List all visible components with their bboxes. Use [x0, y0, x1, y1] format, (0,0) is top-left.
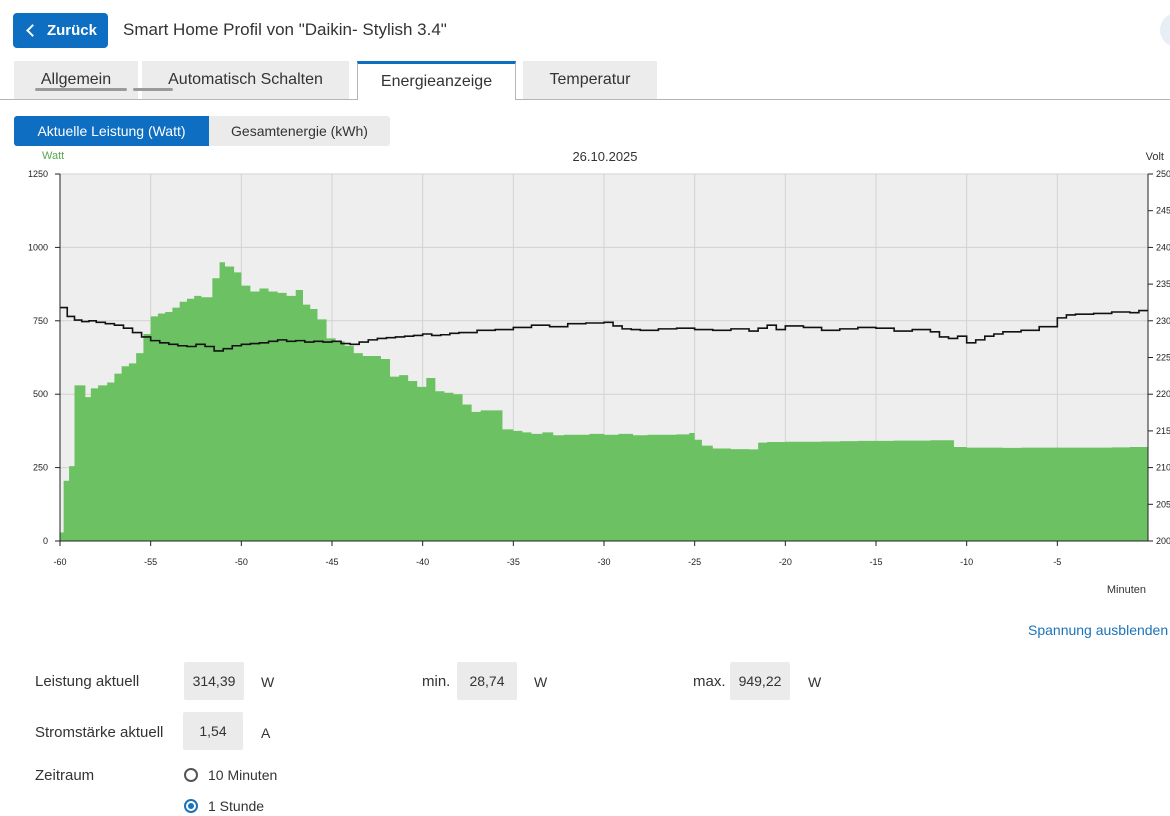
tab-bar: Allgemein Automatisch Schalten Energiean… [0, 61, 1170, 100]
right-axis-tick-label: 220 [1156, 389, 1170, 399]
right-axis-tick-label: 245 [1156, 206, 1170, 216]
min-value: 28,74 [457, 662, 517, 700]
x-axis-tick-label: -60 [53, 557, 66, 567]
x-axis-tick-label: -40 [416, 557, 429, 567]
max-unit: W [808, 674, 822, 690]
voltage-line-series [60, 306, 1148, 352]
left-axis-tick-label: 1250 [28, 169, 48, 179]
page-title: Smart Home Profil von "Daikin- Stylish 3… [123, 20, 447, 39]
user-avatar[interactable] [1160, 13, 1170, 47]
x-axis-tick-label: -10 [960, 557, 973, 567]
right-axis-tick-label: 230 [1156, 316, 1170, 326]
x-axis-tick-label: -15 [869, 557, 882, 567]
power-voltage-chart: 0 250 500 750 1000 1250 200 205 210 215 220 225 230 2… [28, 149, 1170, 596]
left-axis-tick-label: 750 [33, 316, 48, 326]
right-axis-tick-label: 215 [1156, 426, 1170, 436]
min-unit: W [534, 674, 548, 690]
x-axis-tick-label: -35 [507, 557, 520, 567]
left-axis-tick-label: 1000 [28, 242, 48, 252]
timerange-label: Zeitraum [35, 767, 95, 784]
power-label: Leistung aktuell [35, 673, 140, 690]
radio-10-minutes[interactable] [184, 768, 198, 782]
left-axis-tick-label: 0 [43, 536, 48, 546]
power-unit: W [261, 674, 275, 690]
radio-1-hour[interactable] [184, 799, 198, 813]
left-axis-tick-label: 500 [33, 389, 48, 399]
chevron-left-icon [26, 24, 39, 37]
x-axis-tick-label: -25 [688, 557, 701, 567]
scrolled-heading-remnant [35, 84, 255, 102]
back-button[interactable]: Zurück [13, 13, 108, 48]
tab-temperatur[interactable]: Temperatur [523, 61, 657, 99]
right-axis-tick-label: 210 [1156, 463, 1170, 473]
right-axis-label: Volt [1146, 151, 1164, 163]
right-axis-tick-label: 225 [1156, 353, 1170, 363]
min-label: min. [422, 673, 451, 690]
right-axis-tick-label: 205 [1156, 499, 1170, 509]
back-button-label: Zurück [46, 22, 97, 39]
right-axis-tick-label: 235 [1156, 279, 1170, 289]
x-axis-tick-label: -55 [144, 557, 157, 567]
chart-title: 26.10.2025 [572, 149, 637, 164]
hide-voltage-link[interactable]: Spannung ausblenden [1028, 622, 1169, 638]
x-axis-tick-label: -20 [779, 557, 792, 567]
current-value: 1,54 [183, 712, 243, 750]
tab-automatisch-schalten[interactable]: Automatisch Schalten [142, 61, 349, 99]
power-area-series [60, 262, 1148, 541]
left-axis-label: Watt [42, 150, 64, 162]
right-axis-tick-label: 240 [1156, 242, 1170, 252]
tab-allgemein[interactable]: Allgemein [14, 61, 138, 99]
current-unit: A [261, 725, 271, 741]
left-axis-tick-label: 250 [33, 463, 48, 473]
x-axis-label: Minuten [1107, 584, 1146, 596]
energy-toggle-button[interactable]: Gesamtenergie (kWh) [209, 116, 390, 146]
radio-10-minutes-label[interactable]: 10 Minuten [208, 767, 278, 783]
current-label: Stromstärke aktuell [35, 724, 164, 741]
radio-1-hour-label[interactable]: 1 Stunde [208, 798, 265, 814]
right-axis-tick-label: 200 [1156, 536, 1170, 546]
power-value: 314,39 [184, 662, 244, 700]
power-toggle-button[interactable]: Aktuelle Leistung (Watt) [14, 116, 209, 146]
max-label: max. [693, 673, 726, 690]
x-axis-tick-label: -30 [597, 557, 610, 567]
tab-energieanzeige[interactable]: Energieanzeige [357, 61, 516, 100]
x-axis-tick-label: -5 [1053, 557, 1061, 567]
x-axis-tick-label: -45 [325, 557, 338, 567]
max-value: 949,22 [730, 662, 790, 700]
x-axis-tick-label: -50 [235, 557, 248, 567]
right-axis-tick-label: 250 [1156, 169, 1170, 179]
